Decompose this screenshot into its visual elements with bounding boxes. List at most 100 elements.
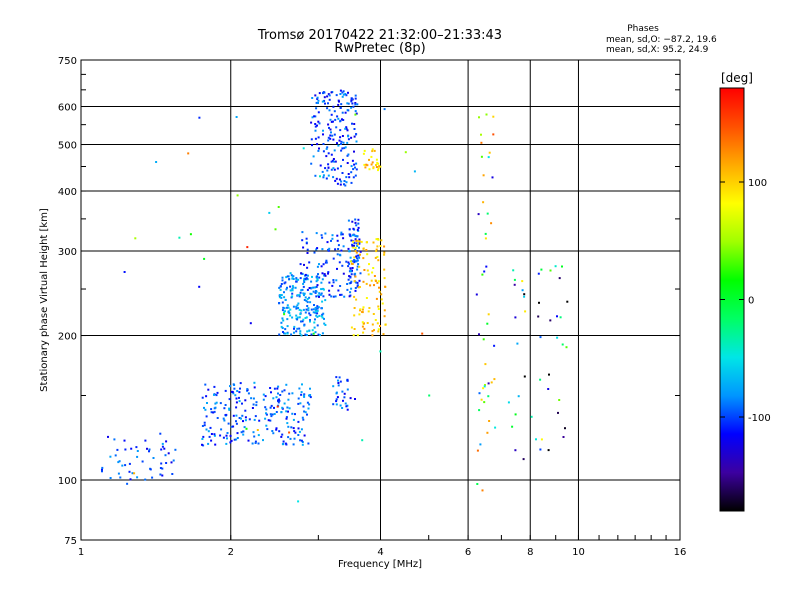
- data-point: [336, 167, 339, 170]
- data-point: [358, 256, 361, 259]
- data-point: [351, 220, 354, 223]
- data-point: [335, 400, 338, 403]
- data-point: [351, 267, 354, 269]
- data-point: [167, 452, 170, 455]
- data-point: [322, 288, 325, 291]
- data-point: [245, 427, 248, 430]
- data-point: [286, 422, 289, 425]
- data-point: [215, 401, 218, 404]
- data-point: [227, 422, 230, 425]
- data-point: [478, 392, 481, 395]
- data-point: [321, 170, 324, 173]
- data-point: [219, 434, 222, 437]
- data-point: [119, 476, 122, 479]
- data-point: [321, 307, 323, 310]
- data-point: [152, 457, 155, 459]
- data-point: [302, 308, 305, 311]
- data-point: [287, 425, 290, 428]
- data-point: [332, 403, 335, 406]
- data-point: [117, 472, 120, 475]
- data-point: [323, 96, 326, 99]
- data-point: [235, 401, 238, 404]
- data-point: [483, 270, 486, 273]
- data-point: [521, 280, 524, 283]
- data-point: [303, 410, 306, 413]
- data-point: [315, 107, 318, 110]
- data-point: [342, 237, 345, 240]
- data-point: [353, 241, 356, 244]
- data-point: [213, 385, 216, 388]
- data-point: [225, 442, 228, 445]
- data-point: [300, 428, 303, 431]
- data-point: [336, 115, 339, 118]
- data-point: [295, 314, 298, 317]
- data-point: [287, 310, 290, 313]
- data-point: [537, 315, 540, 318]
- data-point: [356, 257, 359, 260]
- data-point: [347, 265, 350, 268]
- data-point: [126, 482, 129, 485]
- data-point: [321, 248, 324, 251]
- data-point: [284, 310, 286, 313]
- data-point: [336, 142, 338, 145]
- legend-heading: Phases: [627, 24, 659, 34]
- data-point: [354, 97, 357, 100]
- data-point: [165, 440, 168, 443]
- data-point: [337, 103, 340, 106]
- data-point: [257, 434, 260, 437]
- y-tick-labels: 75 100 200 300 400 500 600 750: [58, 56, 77, 547]
- data-point: [270, 404, 273, 407]
- data-point: [313, 115, 316, 118]
- data-point: [291, 275, 294, 278]
- data-point: [343, 183, 345, 186]
- data-point: [352, 234, 354, 237]
- y-tick-label: 75: [64, 536, 77, 547]
- data-point: [369, 284, 372, 287]
- data-point: [267, 419, 270, 422]
- data-point: [201, 443, 203, 446]
- data-point: [314, 174, 317, 177]
- data-point: [342, 119, 345, 121]
- data-point: [209, 426, 212, 429]
- data-point: [512, 269, 515, 272]
- data-point: [281, 406, 284, 409]
- data-point: [316, 247, 319, 250]
- data-point: [285, 276, 288, 279]
- data-point: [258, 419, 261, 422]
- y-tick-label: 400: [58, 187, 77, 198]
- data-point: [376, 161, 379, 164]
- data-point: [337, 244, 340, 247]
- data-point: [342, 141, 345, 144]
- data-point: [303, 279, 305, 282]
- data-point: [265, 412, 267, 415]
- data-point: [101, 466, 104, 469]
- legend-line-x: mean, sd,X: 95.2, 24.9: [606, 45, 709, 55]
- data-point: [354, 246, 357, 249]
- data-point: [371, 150, 374, 153]
- data-point: [361, 325, 364, 328]
- data-point: [320, 288, 323, 291]
- data-point: [354, 289, 357, 292]
- data-point: [278, 302, 281, 305]
- data-point: [316, 307, 319, 310]
- data-point: [281, 301, 284, 304]
- data-point: [340, 149, 343, 152]
- data-point: [328, 281, 331, 284]
- data-point: [346, 388, 349, 391]
- data-point: [228, 407, 231, 410]
- data-point: [314, 286, 317, 289]
- data-point: [302, 285, 305, 288]
- data-point: [224, 389, 227, 392]
- data-point: [136, 455, 139, 458]
- data-point: [314, 306, 317, 309]
- data-point: [362, 322, 365, 325]
- data-point: [354, 166, 356, 169]
- data-point: [331, 284, 334, 287]
- data-point: [327, 139, 330, 142]
- data-point: [163, 447, 166, 450]
- x-tick-label: 2: [228, 547, 234, 558]
- data-point: [357, 222, 360, 225]
- data-point: [251, 407, 254, 409]
- data-point: [332, 279, 335, 281]
- data-point: [304, 317, 307, 319]
